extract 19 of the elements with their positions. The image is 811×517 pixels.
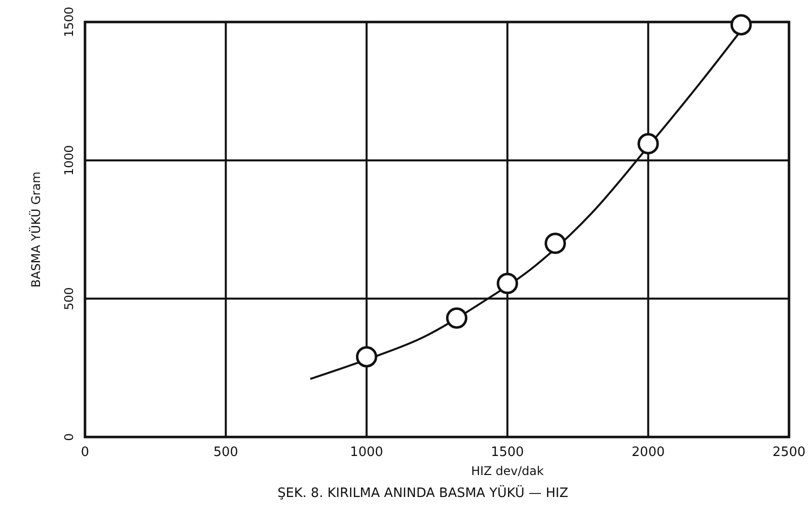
x-tick-label: 1500: [490, 445, 524, 460]
x-tick-label: 500: [213, 445, 238, 460]
point: [356, 346, 378, 368]
point: [544, 232, 566, 254]
y-tick-label: 0: [62, 433, 76, 441]
point: [496, 272, 518, 294]
x-tick-label: 0: [80, 445, 90, 460]
x-axis-title: HIZ dev/dak: [471, 464, 544, 478]
y-tick-label: 500: [62, 287, 76, 310]
y-tick-label: 1500: [62, 6, 76, 38]
x-tick-label: 2000: [632, 445, 665, 460]
x-tick-label: 2500: [772, 445, 806, 460]
point: [446, 307, 468, 329]
point: [730, 14, 752, 36]
y-tick-label: 1000: [62, 145, 76, 176]
text: ŞEK. 8. KIRILMA ANINDA BASMA YÜKÜ — HIZ: [278, 485, 568, 501]
x-tick-label: 1000: [350, 445, 384, 460]
y-axis-title: BASMA YÜKÜ Gram: [29, 172, 43, 288]
point: [638, 133, 659, 154]
